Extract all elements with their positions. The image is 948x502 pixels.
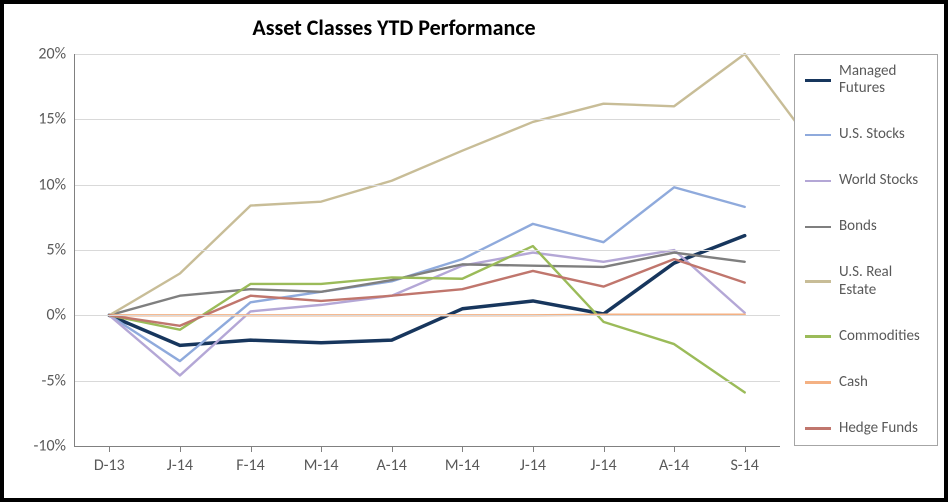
legend-label: Bonds <box>839 218 877 235</box>
legend-item: Bonds <box>805 218 927 235</box>
legend-label: World Stocks <box>839 172 918 189</box>
legend-item: Managed Futures <box>805 63 927 98</box>
y-tick-label: 5% <box>46 241 74 260</box>
legend-swatch <box>805 335 831 338</box>
x-tick-label: A-14 <box>659 446 689 475</box>
legend-label: U.S. Stocks <box>839 126 905 143</box>
legend-swatch <box>805 180 831 183</box>
legend-item: Commodities <box>805 328 927 345</box>
y-tick-label: 15% <box>38 110 74 129</box>
series-line <box>109 236 744 346</box>
legend-item: World Stocks <box>805 172 927 189</box>
chart-title: Asset Classes YTD Performance <box>4 14 784 41</box>
legend-label: Cash <box>839 374 868 391</box>
chart-frame: Asset Classes YTD Performance -10%-5%0%5… <box>0 0 948 502</box>
legend-label: U.S. Real Estate <box>839 264 927 299</box>
legend-item: U.S. Stocks <box>805 126 927 143</box>
plot-area: -10%-5%0%5%10%15%20%D-13J-14F-14M-14A-14… <box>74 54 780 446</box>
x-tick-label: A-14 <box>377 446 407 475</box>
gridline <box>74 119 780 120</box>
x-tick-label: M-14 <box>304 446 339 475</box>
series-line <box>109 187 744 361</box>
gridline <box>74 381 780 382</box>
legend: Managed Futures U.S. Stocks World Stocks Bo… <box>794 54 938 446</box>
gridline <box>74 185 780 186</box>
y-tick-label: -10% <box>33 437 74 456</box>
gridline <box>74 250 780 251</box>
y-axis <box>74 54 75 446</box>
legend-swatch <box>805 427 831 430</box>
x-tick-label: F-14 <box>236 446 264 475</box>
legend-item: U.S. Real Estate <box>805 264 927 299</box>
gridline <box>74 54 780 55</box>
legend-swatch <box>805 134 831 137</box>
x-tick-label: M-14 <box>445 446 480 475</box>
x-tick-label: D-13 <box>94 446 125 475</box>
legend-swatch <box>805 79 831 83</box>
x-tick-label: J-14 <box>167 446 193 475</box>
legend-label: Managed Futures <box>839 63 927 98</box>
legend-swatch <box>805 280 831 283</box>
gridline <box>74 315 780 316</box>
legend-label: Commodities <box>839 328 920 345</box>
series-line <box>109 253 744 316</box>
legend-item: Hedge Funds <box>805 420 927 437</box>
legend-swatch <box>805 226 831 229</box>
legend-item: Cash <box>805 374 927 391</box>
y-tick-label: 10% <box>38 175 74 194</box>
x-tick-label: S-14 <box>730 446 758 475</box>
x-tick-label: J-14 <box>590 446 616 475</box>
y-tick-label: 0% <box>46 306 74 325</box>
legend-label: Hedge Funds <box>839 420 918 437</box>
x-tick-label: J-14 <box>520 446 546 475</box>
y-tick-label: 20% <box>38 45 74 64</box>
legend-swatch <box>805 381 831 384</box>
y-tick-label: -5% <box>42 371 74 390</box>
